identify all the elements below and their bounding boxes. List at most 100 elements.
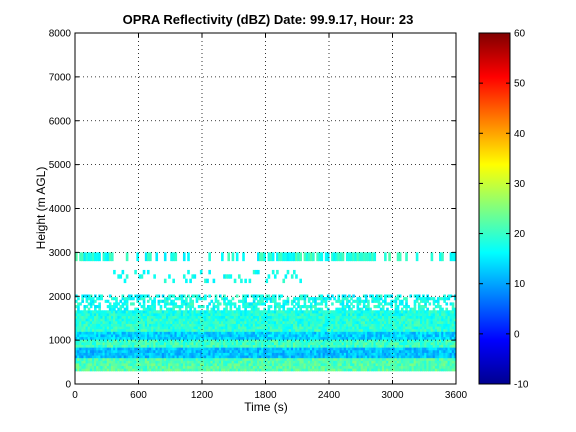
heatmap-cell: [123, 320, 127, 324]
heatmap-cell: [405, 341, 408, 346]
heatmap-cell: [138, 357, 142, 361]
heatmap-cell: [231, 315, 235, 319]
heatmap-cell: [261, 331, 264, 335]
heatmap-cell: [221, 297, 224, 301]
heatmap-cell: [422, 305, 425, 309]
heatmap-cell: [278, 315, 281, 319]
heatmap-cell: [155, 352, 159, 356]
heatmap-cell: [409, 326, 413, 330]
heatmap-cell: [417, 362, 421, 367]
heatmap-cell: [104, 355, 108, 359]
heatmap-cell: [83, 349, 87, 353]
heatmap-cell: [259, 368, 262, 372]
heatmap-cell: [185, 357, 188, 361]
heatmap-cell: [130, 357, 133, 361]
heatmap-cell: [316, 362, 319, 367]
heatmap-cell: [174, 344, 178, 348]
heatmap-cell: [168, 315, 171, 319]
heatmap-cell: [163, 331, 167, 335]
heatmap-cell: [94, 331, 97, 335]
heatmap-cell: [293, 299, 296, 303]
heatmap-cell: [151, 347, 154, 351]
heatmap-cell: [384, 336, 387, 340]
heatmap-cell: [273, 274, 277, 279]
heatmap-cell: [182, 365, 186, 369]
heatmap-cell: [265, 310, 269, 314]
heatmap-cell: [185, 297, 188, 301]
heatmap-cell: [214, 333, 218, 338]
heatmap-cell: [276, 344, 279, 348]
heatmap-cell: [301, 352, 305, 356]
heatmap-cell: [354, 336, 358, 340]
heatmap-cell: [104, 368, 108, 372]
heatmap-cell: [79, 357, 82, 361]
heatmap-cell: [104, 318, 108, 322]
heatmap-cell: [96, 341, 99, 346]
heatmap-cell: [324, 365, 328, 369]
heatmap-cell: [166, 299, 169, 303]
heatmap-cell: [263, 323, 266, 327]
heatmap-cell: [140, 297, 144, 301]
heatmap-cell: [407, 339, 410, 343]
heatmap-cell: [276, 360, 279, 364]
heatmap-cell: [115, 365, 118, 369]
heatmap-cell: [293, 355, 296, 359]
heatmap-cell: [212, 365, 216, 369]
heatmap-cell: [121, 344, 125, 348]
heatmap-cell: [242, 318, 245, 322]
heatmap-cell: [413, 318, 417, 322]
heatmap-cell: [400, 310, 404, 314]
heatmap-cell: [436, 320, 440, 324]
heatmap-cell: [356, 302, 360, 306]
heatmap-cell: [257, 357, 260, 361]
heatmap-cell: [428, 357, 432, 361]
heatmap-cell: [286, 333, 290, 338]
heatmap-cell: [214, 360, 218, 364]
heatmap-cell: [354, 326, 358, 330]
heatmap-cell: [290, 312, 294, 317]
heatmap-cell: [362, 305, 366, 309]
heatmap-cell: [123, 315, 127, 319]
heatmap-cell: [233, 339, 237, 343]
heatmap-cell: [276, 315, 279, 319]
heatmap-cell: [314, 297, 317, 301]
heatmap-cell: [282, 315, 286, 319]
heatmap-cell: [176, 362, 180, 367]
heatmap-cell: [413, 328, 417, 332]
heatmap-cell: [193, 333, 197, 338]
heatmap-cell: [384, 297, 387, 301]
heatmap-cell: [267, 310, 271, 314]
heatmap-cell: [305, 326, 309, 330]
heatmap-cell: [132, 297, 135, 301]
heatmap-cell: [453, 320, 456, 324]
heatmap-cell: [307, 331, 311, 335]
heatmap-cell: [329, 347, 332, 351]
heatmap-cell: [316, 336, 319, 340]
heatmap-cell: [350, 357, 353, 361]
heatmap-cell: [110, 315, 114, 319]
heatmap-cell: [314, 307, 317, 311]
heatmap-cell: [144, 368, 148, 372]
heatmap-cell: [322, 357, 326, 361]
heatmap-cell: [176, 357, 180, 361]
heatmap-cell: [388, 344, 391, 348]
heatmap-cell: [337, 368, 341, 372]
heatmap-cell: [400, 331, 404, 335]
heatmap-cell: [350, 333, 353, 338]
heatmap-cell: [233, 355, 237, 359]
heatmap-cell: [445, 341, 449, 346]
heatmap-cell: [339, 336, 343, 340]
heatmap-cell: [265, 331, 269, 335]
heatmap-cell: [284, 318, 288, 322]
heatmap-cell: [369, 333, 372, 338]
heatmap-cell: [146, 365, 150, 369]
heatmap-cell: [290, 252, 294, 262]
heatmap-cell: [108, 336, 112, 340]
heatmap-cell: [94, 344, 97, 348]
heatmap-cell: [100, 352, 104, 356]
heatmap-cell: [364, 362, 368, 367]
heatmap-cell: [341, 347, 345, 351]
heatmap-cell: [168, 333, 171, 338]
heatmap-cell: [77, 320, 80, 324]
heatmap-cell: [75, 310, 78, 314]
